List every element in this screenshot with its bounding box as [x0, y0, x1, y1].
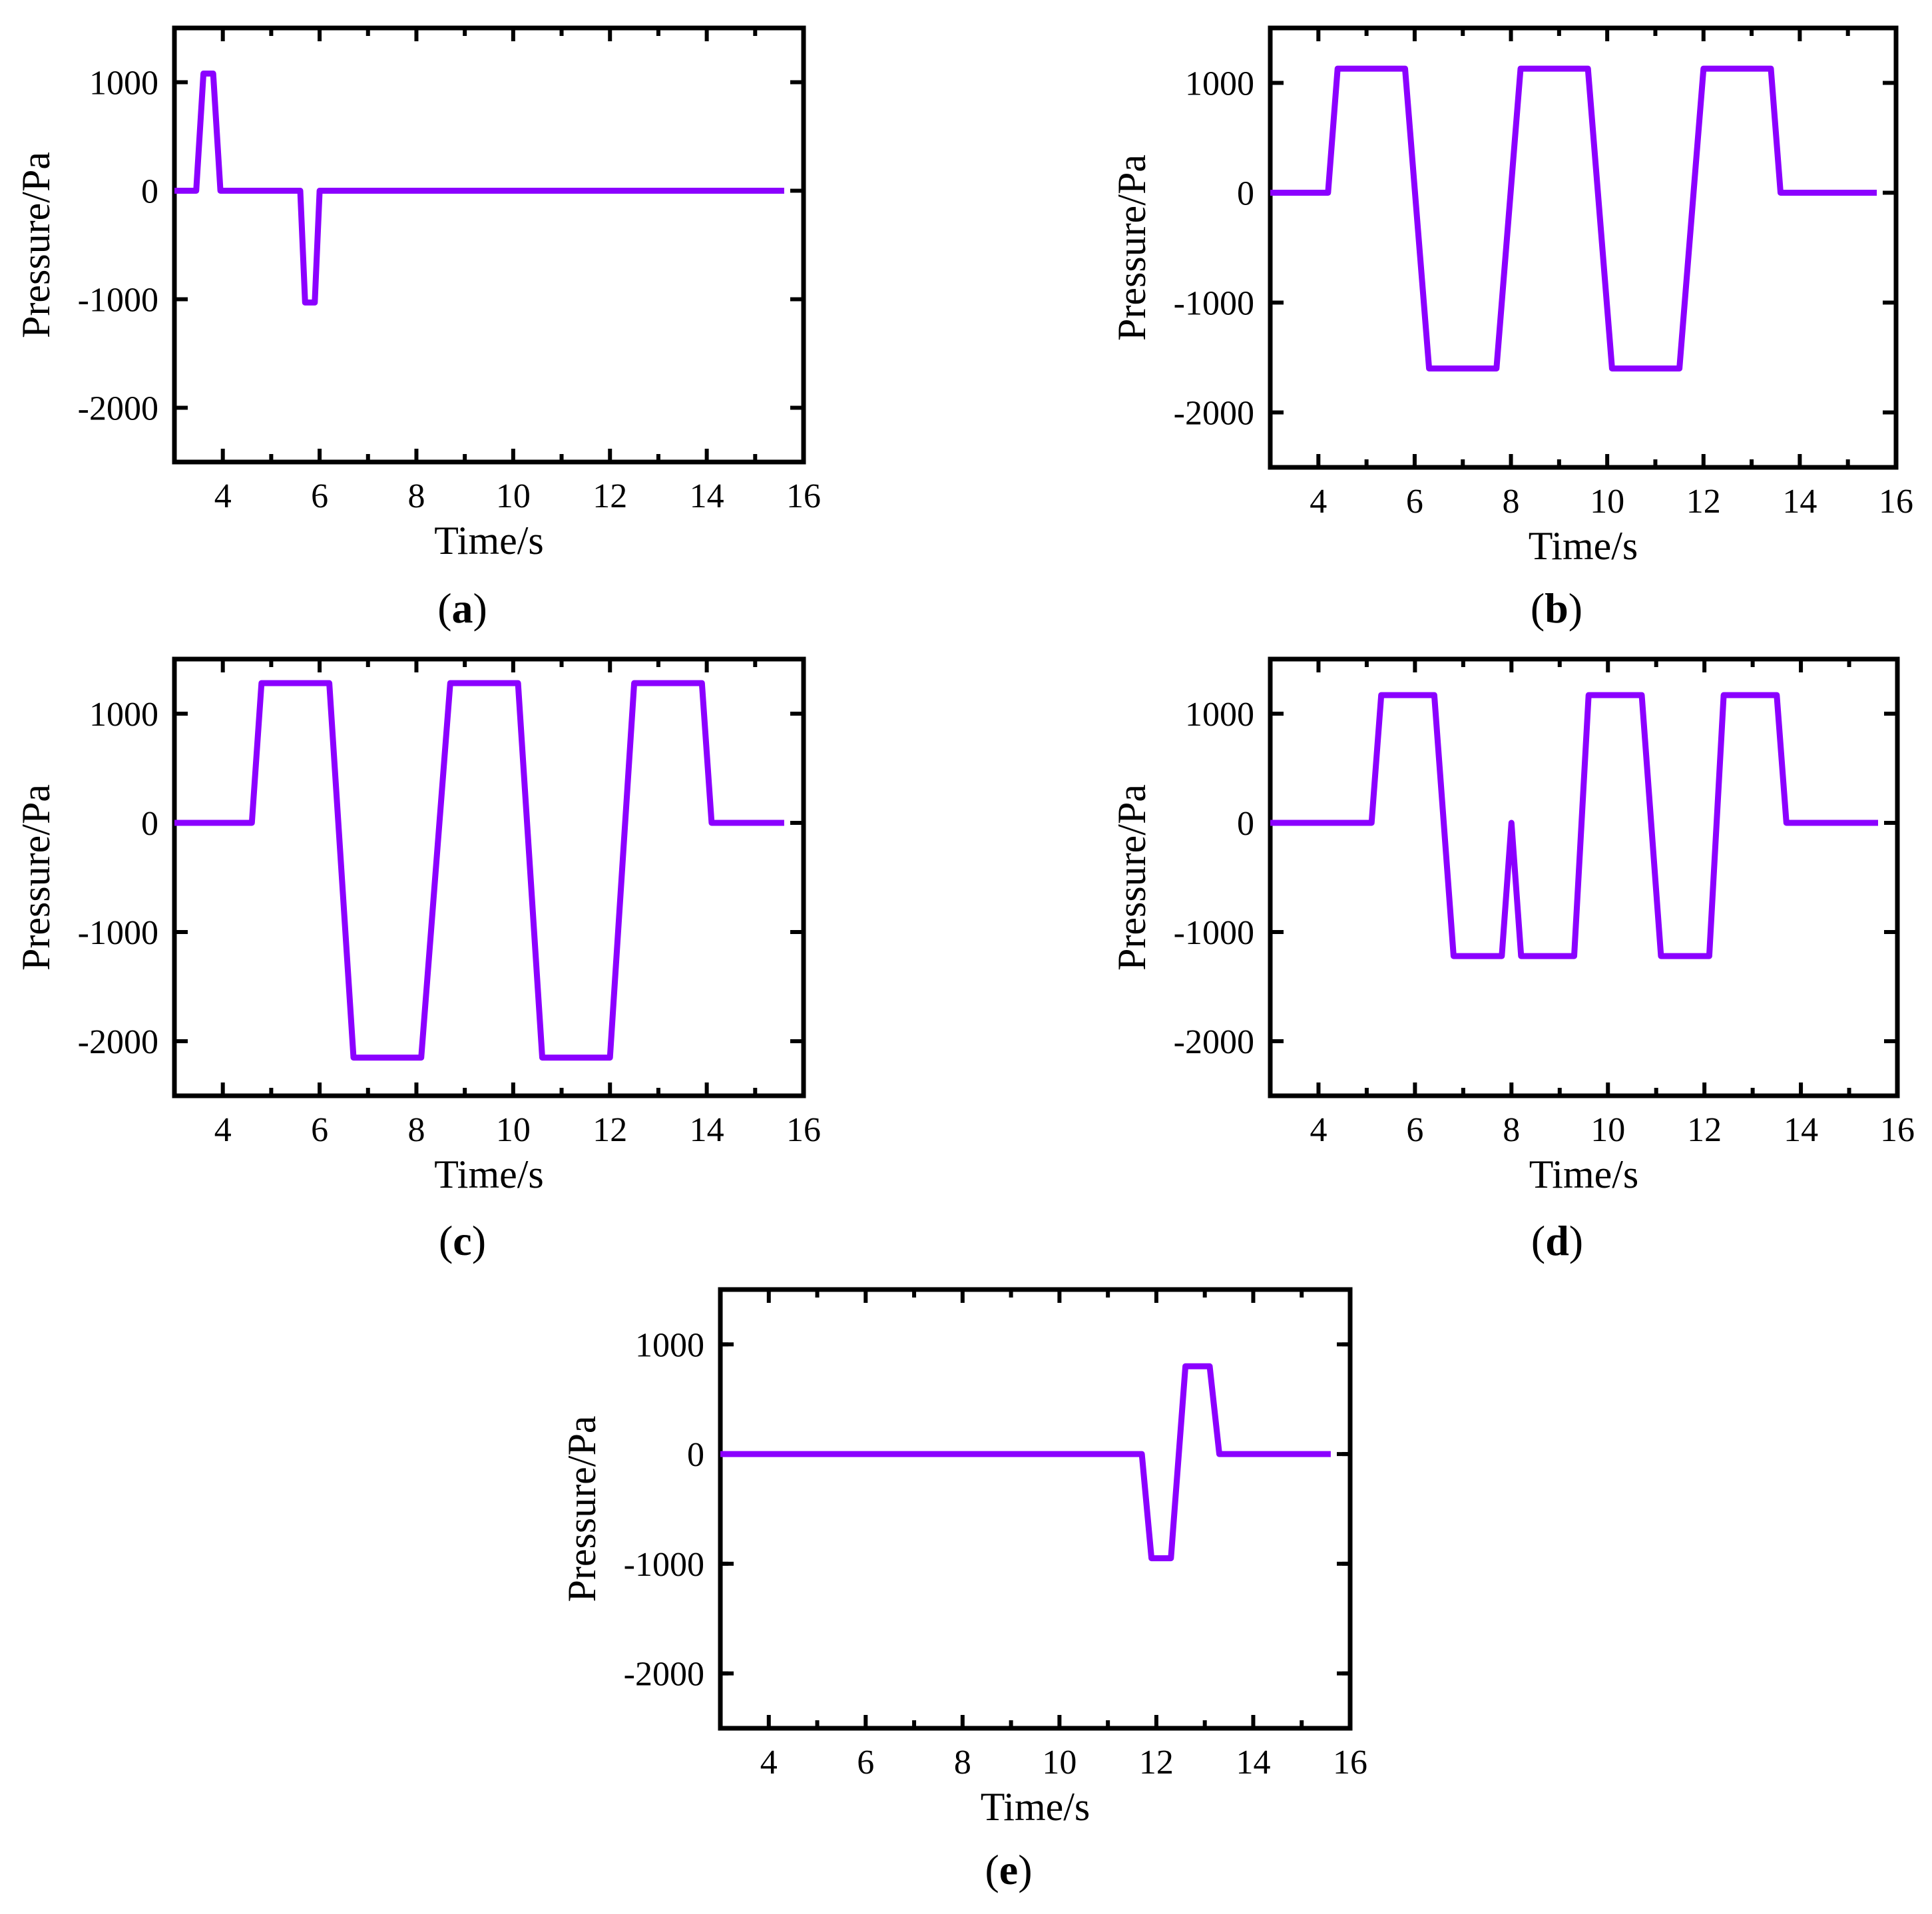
y-tick-label: 1000 — [1185, 65, 1254, 103]
x-tick-label: 10 — [1042, 1744, 1077, 1782]
x-tick-label: 10 — [496, 1111, 531, 1149]
y-axis-title: Pressure/Pa — [1110, 784, 1154, 971]
panel-a: 4 6 8 10 12 14 16 1000 0 -1000 -2000 Time/s Pressure… — [14, 25, 821, 632]
x-axis-title: Time/s — [1529, 1152, 1639, 1196]
x-tick-label: 8 — [1503, 483, 1520, 521]
y-tick-label: 1000 — [89, 65, 158, 103]
x-tick-label: 10 — [1590, 1111, 1625, 1149]
x-tick-label: 14 — [1784, 1111, 1818, 1149]
x-tick-label: 4 — [214, 1111, 232, 1149]
x-tick-label: 8 — [954, 1744, 971, 1782]
x-tick-label: 12 — [1686, 483, 1721, 521]
y-tick-label: -1000 — [78, 914, 158, 952]
x-tick-label: 16 — [1880, 1111, 1915, 1149]
y-tick-label: -2000 — [624, 1656, 704, 1694]
panel-b: 4 6 8 10 12 14 16 1000 0 -1000 -2000 Time/s Pressure… — [1110, 25, 1913, 632]
panel-c: 4 6 8 10 12 14 16 1000 0 -1000 -2000 Time/s Pressure… — [14, 656, 821, 1264]
panel-letter: b — [1545, 585, 1569, 632]
x-tick-label: 4 — [1310, 483, 1327, 521]
panel-letter: a — [452, 585, 473, 632]
y-tick-label: 0 — [141, 805, 158, 843]
y-tick-label: 0 — [1237, 175, 1254, 213]
y-tick-label: -1000 — [1174, 285, 1254, 323]
x-tick-label: 8 — [1503, 1111, 1520, 1149]
y-tick-label: -1000 — [78, 282, 158, 320]
plot-frame — [172, 25, 806, 465]
series-line — [174, 680, 784, 1061]
y-tick-label: 0 — [1237, 805, 1254, 843]
panel-label: (d) — [1531, 1217, 1583, 1264]
x-axis-title: Time/s — [1529, 524, 1638, 568]
x-tick-label: 4 — [760, 1744, 778, 1782]
panel-e: 4 6 8 10 12 14 16 1000 0 -1000 -2000 Time/s Pressure… — [560, 1287, 1367, 1893]
y-tick-label: -1000 — [624, 1546, 704, 1584]
x-axis-title: Time/s — [434, 519, 544, 563]
y-axis-title: Pressure/Pa — [560, 1416, 604, 1602]
x-tick-label: 6 — [1406, 1111, 1423, 1149]
series-line — [1270, 65, 1877, 371]
x-tick-label: 6 — [857, 1744, 874, 1782]
panel-d: 4 6 8 10 12 14 16 1000 0 -1000 -2000 Time/s Pressure… — [1110, 656, 1915, 1264]
panel-label: (c) — [439, 1217, 486, 1264]
x-tick-label: 16 — [1333, 1744, 1367, 1782]
panel-letter: e — [999, 1846, 1018, 1893]
x-tick-label: 16 — [786, 1111, 821, 1149]
panel-label: (a) — [437, 585, 487, 632]
panel-letter: c — [453, 1217, 471, 1264]
panel-letter: d — [1545, 1217, 1569, 1264]
x-tick-label: 10 — [1590, 483, 1624, 521]
plot-frame — [172, 656, 806, 1098]
x-axis-title: Time/s — [434, 1152, 544, 1196]
series-line — [720, 1363, 1331, 1562]
x-tick-label: 6 — [311, 477, 328, 515]
x-tick-label: 16 — [1879, 483, 1913, 521]
y-tick-label: 0 — [687, 1436, 704, 1474]
plot-frame — [718, 1287, 1353, 1731]
y-axis-title: Pressure/Pa — [14, 152, 58, 338]
y-axis-title: Pressure/Pa — [1110, 154, 1154, 341]
y-tick-label: -2000 — [78, 390, 158, 428]
x-tick-label: 8 — [407, 477, 425, 515]
y-axis-title: Pressure/Pa — [14, 784, 58, 971]
x-axis-title: Time/s — [981, 1785, 1090, 1829]
plot-frame — [1268, 656, 1900, 1098]
x-tick-label: 6 — [1406, 483, 1423, 521]
x-tick-label: 6 — [311, 1111, 328, 1149]
y-tick-label: -2000 — [1174, 395, 1254, 433]
y-tick-label: 1000 — [1185, 696, 1254, 734]
panel-label: (e) — [985, 1846, 1032, 1893]
plot-frame — [1268, 25, 1899, 470]
x-tick-label: 14 — [690, 477, 724, 515]
series-line — [1270, 692, 1878, 959]
y-tick-label: 1000 — [89, 696, 158, 734]
x-tick-label: 14 — [1236, 1744, 1270, 1782]
x-tick-label: 10 — [496, 477, 531, 515]
x-tick-label: 12 — [593, 1111, 627, 1149]
series-line — [174, 71, 784, 306]
y-tick-label: 0 — [141, 173, 158, 211]
x-tick-label: 4 — [1310, 1111, 1327, 1149]
y-tick-label: -2000 — [78, 1023, 158, 1061]
x-tick-label: 4 — [214, 477, 232, 515]
panel-label: (b) — [1531, 585, 1582, 632]
x-tick-label: 12 — [593, 477, 627, 515]
x-tick-label: 14 — [690, 1111, 724, 1149]
y-tick-label: -1000 — [1174, 914, 1254, 952]
x-tick-label: 12 — [1687, 1111, 1722, 1149]
x-tick-label: 8 — [407, 1111, 425, 1149]
x-tick-label: 14 — [1782, 483, 1817, 521]
y-tick-label: 1000 — [635, 1326, 704, 1364]
x-tick-label: 12 — [1139, 1744, 1174, 1782]
x-tick-label: 16 — [786, 477, 821, 515]
y-tick-label: -2000 — [1174, 1023, 1254, 1061]
